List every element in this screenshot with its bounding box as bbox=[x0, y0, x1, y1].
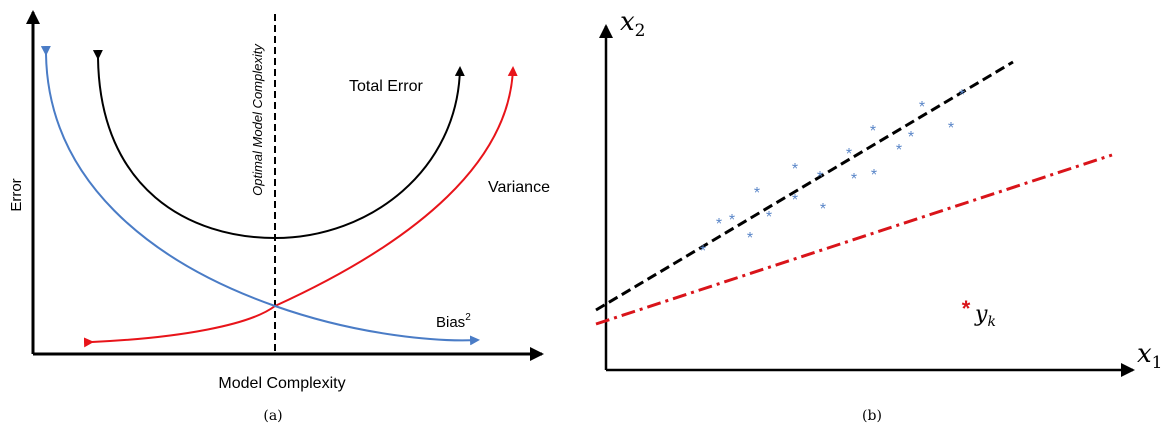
panel-a: Error Model Complexity Optimal Model Com… bbox=[8, 10, 550, 424]
panel-a-x-axis-label: Model Complexity bbox=[218, 375, 345, 392]
panel-b-y-axis-label-text: x bbox=[620, 7, 635, 37]
variance-label: Variance bbox=[488, 179, 550, 196]
data-point: * bbox=[792, 192, 798, 209]
panel-b-x-axis-label-subscript: 1 bbox=[1152, 353, 1163, 373]
data-point: * bbox=[817, 169, 823, 186]
optimal-complexity-label: Optimal Model Complexity bbox=[250, 43, 265, 196]
panel-b-x-axis-label: x1 bbox=[1137, 339, 1163, 373]
data-point: * bbox=[919, 99, 925, 116]
panel-a-caption: (a) bbox=[263, 408, 282, 424]
bias-label-superscript: 2 bbox=[465, 312, 471, 323]
data-point: * bbox=[754, 185, 760, 202]
data-point: * bbox=[959, 87, 965, 104]
outlier-label: yk bbox=[974, 302, 996, 330]
data-point: * bbox=[871, 167, 877, 184]
panel-b-x-axis-label-text: x bbox=[1137, 339, 1152, 369]
total-error-label: Total Error bbox=[349, 78, 423, 95]
data-point: * bbox=[948, 120, 954, 137]
panel-b-y-axis-label-subscript: 2 bbox=[635, 21, 646, 41]
biased-fit-line bbox=[595, 153, 1113, 326]
variance-curve bbox=[83, 66, 518, 348]
outlier-label-text: y bbox=[974, 302, 988, 327]
data-point: * bbox=[747, 230, 753, 247]
data-point: * bbox=[870, 123, 876, 140]
bias-label: Bias2 bbox=[436, 312, 471, 331]
data-point: * bbox=[766, 209, 772, 226]
panel-a-y-axis-label: Error bbox=[8, 178, 25, 211]
data-point: * bbox=[792, 161, 798, 178]
bias-curve bbox=[40, 45, 480, 346]
outlier-label-subscript: k bbox=[987, 314, 995, 330]
data-point: * bbox=[851, 171, 857, 188]
outlier-marker: * bbox=[962, 296, 971, 321]
bias-label-text: Bias bbox=[436, 314, 465, 331]
data-point: * bbox=[716, 216, 722, 233]
data-point: * bbox=[846, 146, 852, 163]
panel-b-y-axis-label: x2 bbox=[620, 7, 646, 41]
panel-b-caption: (b) bbox=[862, 408, 882, 424]
least-squares-line bbox=[595, 60, 1014, 312]
data-point: * bbox=[729, 212, 735, 229]
panel-b: * * * * * * * * * * * * * * * * * * * * … bbox=[595, 7, 1163, 424]
data-points: * * * * * * * * * * * * * * * * * * * bbox=[700, 87, 965, 260]
data-point: * bbox=[700, 243, 706, 260]
data-point: * bbox=[908, 129, 914, 146]
data-point: * bbox=[820, 201, 826, 218]
data-point: * bbox=[896, 142, 902, 159]
